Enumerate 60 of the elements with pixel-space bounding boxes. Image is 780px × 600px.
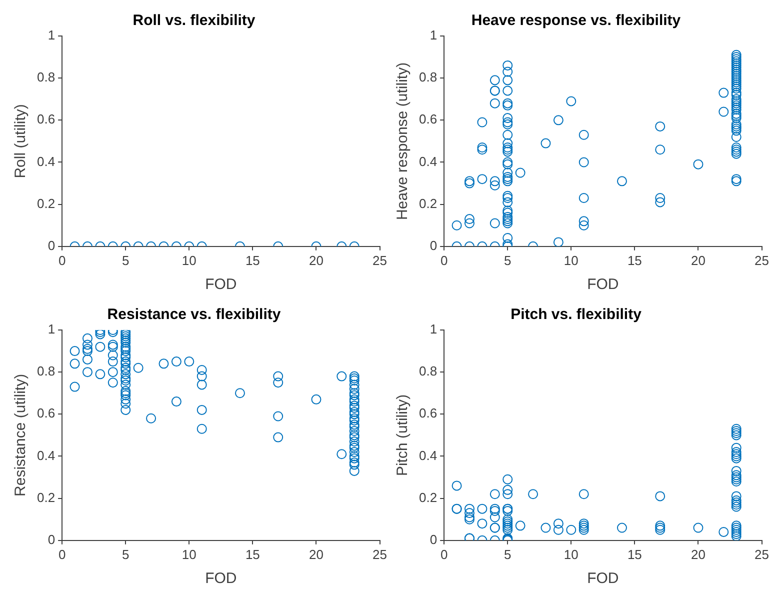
- y-tick-label: 0.6: [36, 406, 56, 421]
- y-tick-label: 1: [48, 28, 56, 43]
- x-tick-label: 25: [372, 252, 388, 268]
- y-tick-label: 0: [48, 532, 56, 547]
- x-tick-label: 15: [245, 252, 260, 268]
- x-tick-label: 5: [122, 546, 130, 562]
- y-tick-label: 0.8: [418, 70, 438, 85]
- x-tick-label: 10: [182, 252, 196, 268]
- x-tick-label: 0: [440, 252, 448, 268]
- x-tick-label: 10: [564, 546, 578, 562]
- x-tick-label: 0: [440, 546, 448, 562]
- x-tick-label: 20: [308, 252, 324, 268]
- x-tick-label: 5: [122, 252, 130, 268]
- y-tick-label: 0.4: [418, 448, 438, 463]
- y-tick-label: 0.6: [418, 112, 438, 127]
- x-axis-title: FOD: [587, 570, 619, 588]
- chart-title: Heave response vs. flexibility: [471, 12, 682, 30]
- x-axis-title: FOD: [205, 570, 237, 588]
- x-tick-label: 10: [564, 252, 578, 268]
- y-axis-title: Heave response (utility): [394, 62, 412, 220]
- x-tick-label: 0: [58, 546, 66, 562]
- y-tick-label: 0: [48, 238, 56, 253]
- y-tick-label: 0: [430, 238, 438, 253]
- y-tick-label: 1: [430, 322, 438, 337]
- x-tick-label: 20: [690, 252, 706, 268]
- y-tick-label: 0.8: [36, 70, 56, 85]
- x-axis-title: FOD: [587, 276, 619, 294]
- chart-title: Resistance vs. flexibility: [107, 306, 282, 324]
- y-axis-title: Roll (utility): [12, 104, 30, 178]
- y-tick-label: 0.4: [36, 448, 56, 463]
- x-tick-label: 0: [58, 252, 66, 268]
- chart-title: Pitch vs. flexibility: [510, 306, 642, 324]
- y-tick-label: 0.8: [36, 364, 56, 379]
- y-tick-label: 0.6: [418, 406, 438, 421]
- x-tick-label: 10: [182, 546, 196, 562]
- x-tick-label: 20: [690, 546, 706, 562]
- y-tick-label: 0.4: [36, 154, 56, 169]
- y-tick-label: 1: [430, 28, 438, 43]
- y-tick-label: 1: [48, 322, 56, 337]
- y-tick-label: 0.2: [418, 196, 438, 211]
- y-tick-label: 0.8: [418, 364, 438, 379]
- x-tick-label: 20: [308, 546, 324, 562]
- y-tick-label: 0.2: [36, 490, 56, 505]
- y-tick-label: 0.4: [418, 154, 438, 169]
- x-tick-label: 25: [372, 546, 388, 562]
- x-tick-label: 25: [754, 546, 770, 562]
- y-tick-label: 0.6: [36, 112, 56, 127]
- y-tick-label: 0.2: [418, 490, 438, 505]
- x-axis-title: FOD: [205, 276, 237, 294]
- x-tick-label: 15: [627, 252, 642, 268]
- y-tick-label: 0.2: [36, 196, 56, 211]
- y-tick-label: 0: [430, 532, 438, 547]
- x-tick-label: 25: [754, 252, 770, 268]
- x-tick-label: 5: [504, 546, 512, 562]
- x-tick-label: 15: [245, 546, 260, 562]
- y-axis-title: Pitch (utility): [394, 394, 412, 476]
- x-tick-label: 15: [627, 546, 642, 562]
- y-axis-title: Resistance (utility): [12, 374, 30, 496]
- chart-title: Roll vs. flexibility: [132, 12, 256, 30]
- x-tick-label: 5: [504, 252, 512, 268]
